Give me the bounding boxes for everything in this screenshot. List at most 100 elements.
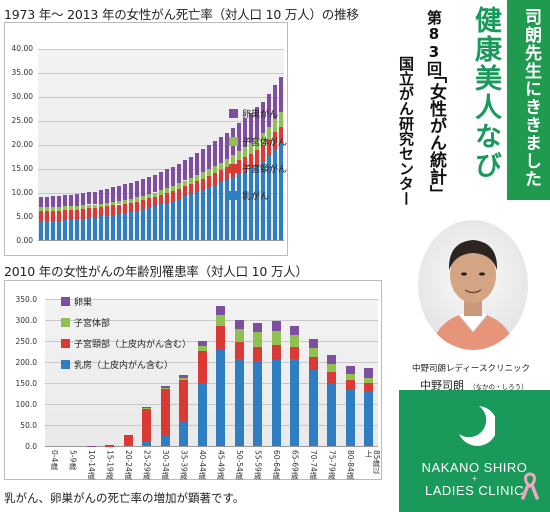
chart1-legend-label: 卵巣がん xyxy=(242,110,279,120)
chart1-bar-segment xyxy=(225,158,229,168)
chart1-bar-segment xyxy=(195,192,199,240)
chart1-bar-segment xyxy=(201,189,205,240)
chart1-bar-segment xyxy=(75,205,79,210)
chart1-bar-segment xyxy=(261,101,265,134)
chart1-y-axis-labels: 40.00 35.00 30.00 25.00 20.00 15.00 10.0… xyxy=(5,23,35,257)
chart1-bar-segment xyxy=(141,195,145,201)
chart1-bar-segment xyxy=(243,118,247,148)
chart1-bar-segment xyxy=(219,162,223,171)
chart1-bar-segment xyxy=(219,170,223,183)
chart1-bar-segment xyxy=(81,193,85,206)
chart-caption: 乳がん、卵巣がんの死亡率の増加が顕著です。 xyxy=(4,491,245,505)
chart1-bar-segment xyxy=(123,199,127,204)
chart1-bar-segment xyxy=(81,209,85,219)
chart2-bar-segment xyxy=(364,391,374,446)
chart2-x-tick: 50-54歳 xyxy=(234,450,244,480)
chart1-y-tick: 15.00 xyxy=(11,164,33,173)
doctor-name-block: 中野司朗 （なかの・しろう） xyxy=(420,374,550,393)
chart1-bar-segment xyxy=(267,156,271,240)
chart2-legend-cervix: 子宮頸部（上皮内がん含む） xyxy=(61,337,191,350)
chart1-bar-segment xyxy=(147,207,151,240)
chart1-bar-segment xyxy=(135,201,139,211)
chart1-bar-segment xyxy=(177,188,181,199)
chart2-bar-segment xyxy=(160,385,170,388)
chart1-bar-segment xyxy=(51,220,55,240)
chart2-x-tick: 10-14歳 xyxy=(86,450,96,480)
chart1-bar-segment xyxy=(69,219,73,240)
chart1-bar-segment xyxy=(153,174,157,193)
chart1-bar-segment xyxy=(249,153,253,168)
chart1-bar-segment xyxy=(237,173,241,240)
chart2-frame: 350.0 300.0 250.0 200.0 150.0 100.0 50.0… xyxy=(4,280,382,480)
chart2-x-tick: 45-49歳 xyxy=(216,450,226,480)
chart2-bar-segment xyxy=(123,435,133,437)
chart1-bar-segment xyxy=(105,202,109,207)
chart1-bar-segment xyxy=(81,205,85,210)
ovary-swatch xyxy=(229,109,238,118)
chart1-bar-segment xyxy=(93,204,97,209)
series-label: 司朗先生にききました xyxy=(521,8,541,188)
chart1-bar-segment xyxy=(183,196,187,240)
chart1-bar-segment xyxy=(201,178,205,190)
chart2-x-tick: 85歳以上 xyxy=(364,450,381,475)
chart1-bar-segment xyxy=(261,133,265,146)
chart2-legend-uterine-body: 子宮体部 xyxy=(61,316,110,329)
chart1-bar-segment xyxy=(63,210,67,221)
chart1-bar-segment xyxy=(279,126,283,144)
chart1-bar-segment xyxy=(243,170,247,240)
chart2-bar-segment xyxy=(345,365,355,375)
chart2-x-tick: 65-69歳 xyxy=(290,450,300,480)
chart1-bar-segment xyxy=(75,219,79,240)
chart1-bar-segment xyxy=(111,214,115,240)
chart2-y-tick: 150.0 xyxy=(15,379,37,388)
chart1-bar-segment xyxy=(279,144,283,240)
chart1-bar-segment xyxy=(147,176,151,194)
series-band: 司朗先生にききました xyxy=(507,0,550,200)
doctor-name-reading: （なかの・しろう） xyxy=(469,383,528,391)
chart2-bar-segment xyxy=(216,314,226,326)
doctor-photo xyxy=(418,220,528,350)
chart2-bar-segment xyxy=(290,346,300,360)
chart1-bar-segment xyxy=(129,202,133,212)
chart2-bar-segment xyxy=(327,355,337,365)
chart1-bar-segment xyxy=(159,190,163,195)
chart1-bar-segment xyxy=(135,197,139,202)
chart2-legend-breast: 乳房（上皮内がん含む） xyxy=(61,358,173,371)
chart1-bar-segment xyxy=(261,161,265,240)
chart1-bar-segment xyxy=(273,84,277,119)
chart1-bar-segment xyxy=(123,203,127,213)
chart1-bar-segment xyxy=(147,198,151,208)
clinic-logo-box: NAKANO SHIRO + LADIES CLINIC xyxy=(399,390,550,512)
chart1-bar-segment xyxy=(279,111,283,127)
chart1-bar-segment xyxy=(177,163,181,184)
chart1-bar-segment xyxy=(195,180,199,192)
chart2-bar-segment xyxy=(179,380,189,421)
chart1-y-tick: 35.00 xyxy=(11,68,33,77)
chart2-y-tick: 50.0 xyxy=(20,421,37,430)
chart1-bar-segment xyxy=(189,178,193,184)
chart1-bar-segment xyxy=(231,155,235,164)
chart2-bar-segment xyxy=(179,420,189,446)
topic-title: 「女性がん統計」 xyxy=(426,66,446,202)
chart1-bar-segment xyxy=(93,208,97,218)
chart1-bar-segment xyxy=(69,194,73,207)
chart1-plot-area xyxy=(38,49,284,241)
chart1-bar-segment xyxy=(255,165,259,240)
issue-number: 第83回 xyxy=(425,10,443,76)
chart2-x-tick: 80-84歳 xyxy=(345,450,355,480)
chart1-bar-segment xyxy=(249,168,253,240)
chart1-bar-segment xyxy=(51,206,55,211)
chart1-bar-segment xyxy=(195,175,199,181)
chart2-legend-label: 卵巣 xyxy=(74,298,93,308)
chart1-bar-segment xyxy=(165,202,169,240)
chart1-bar-segment xyxy=(117,185,121,201)
chart2-x-tick: 70-74歳 xyxy=(308,450,318,480)
chart1-y-tick: 0.00 xyxy=(16,236,33,245)
chart2-bar-segment xyxy=(290,334,300,347)
chart2-bar-segment xyxy=(345,388,355,446)
chart2-legend: 卵巣 子宮体部 子宮頸部（上皮内がん含む） 乳房（上皮内がん含む） xyxy=(61,295,241,375)
chart1-bar-segment xyxy=(39,196,43,207)
chart1-bar-segment xyxy=(105,188,109,203)
chart2-bar-segment xyxy=(216,306,226,315)
chart2-y-tick: 100.0 xyxy=(15,400,37,409)
